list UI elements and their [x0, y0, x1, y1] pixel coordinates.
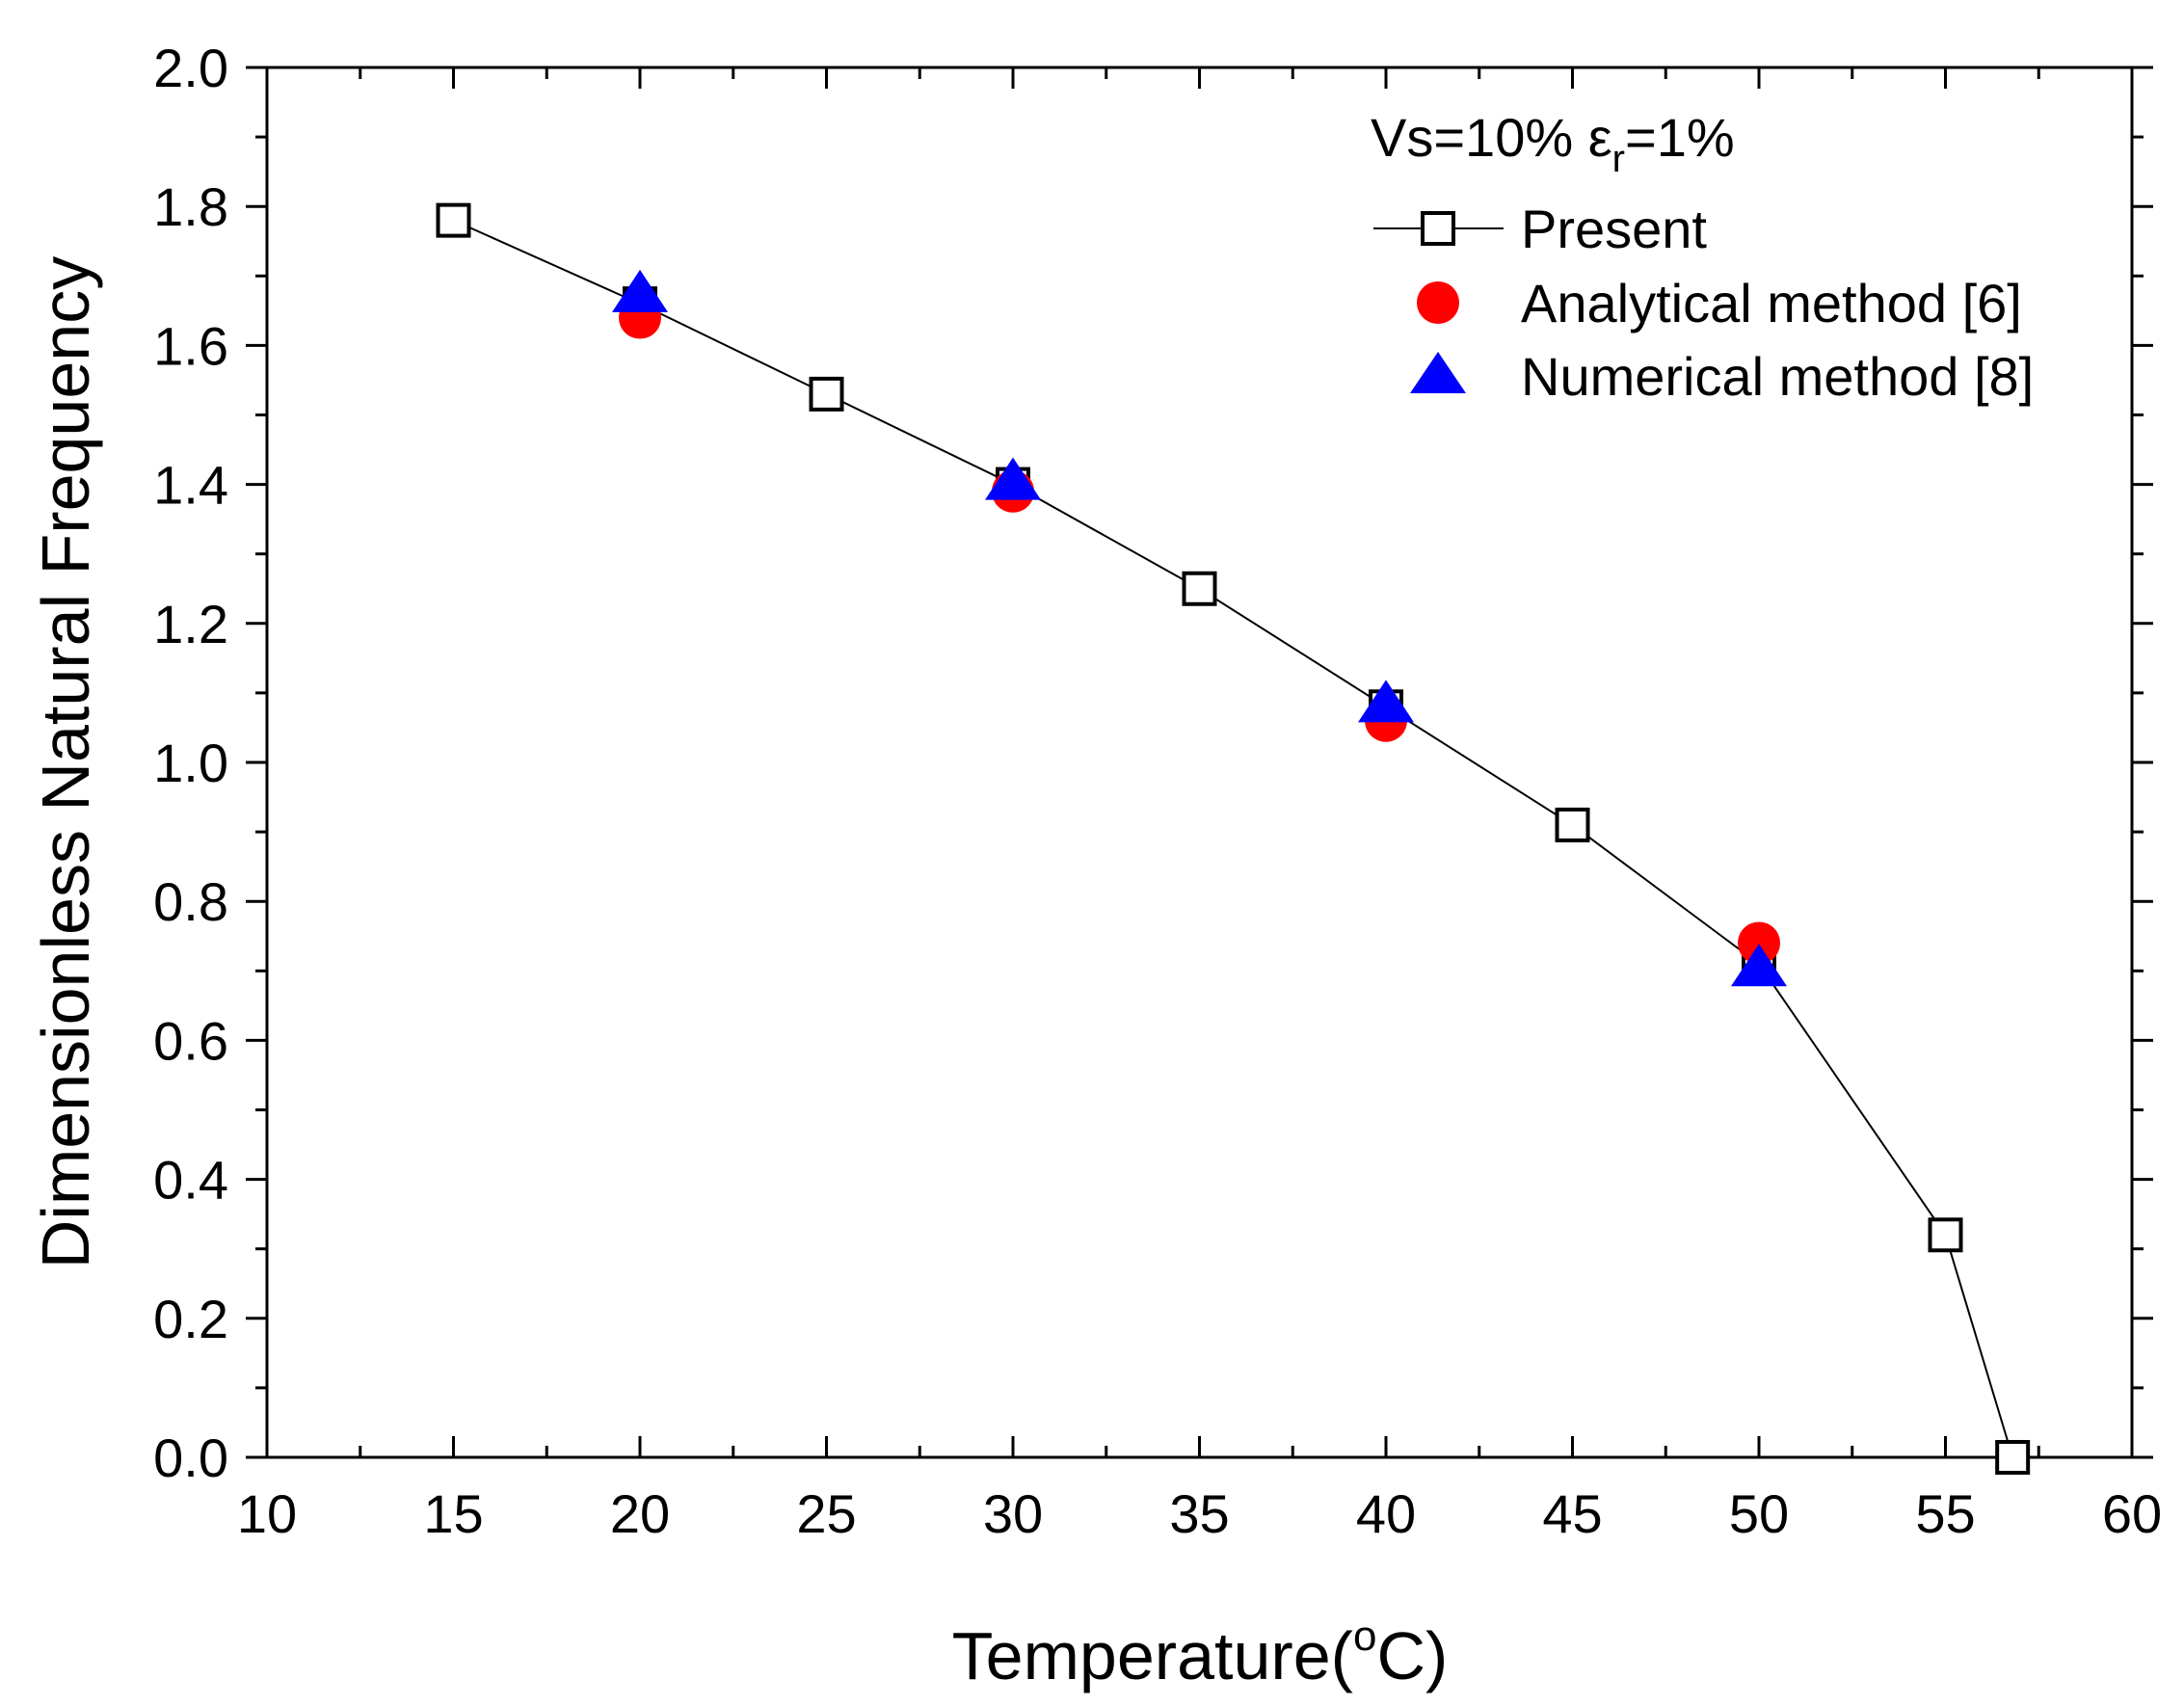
point-numerical: [1731, 944, 1787, 987]
y-tick-label: 1.6: [153, 315, 228, 376]
legend-marker-numerical: [1410, 352, 1466, 393]
legend-label-analytical: Analytical method [6]: [1521, 273, 2022, 333]
x-tick-label: 25: [796, 1483, 856, 1544]
x-tick-label: 10: [237, 1483, 297, 1544]
legend-label-present: Present: [1521, 199, 1707, 259]
legend-entry-present: Present: [1373, 199, 1707, 259]
legend-entry-numerical: Numerical method [8]: [1410, 346, 2034, 407]
point-present: [1995, 1440, 2031, 1475]
y-axis-ticks: 0.0 0.2 0.4 0.6 0.8 1.0 1.2 1.4 1.6 1.8 2.0: [153, 38, 2153, 1488]
x-axis-label-main: Temperature(: [952, 1618, 1353, 1693]
legend-marker-analytical: [1417, 281, 1459, 324]
y-tick-label: 0.8: [153, 871, 228, 932]
x-tick-label: 40: [1356, 1483, 1416, 1544]
x-tick-label: 35: [1169, 1483, 1229, 1544]
y-tick-label: 0.6: [153, 1010, 228, 1071]
x-axis-label-degree: o: [1353, 1613, 1376, 1660]
y-tick-label: 1.0: [153, 733, 228, 793]
point-present: [436, 202, 471, 238]
annotation-subscript: r: [1612, 138, 1625, 180]
y-tick-label: 1.8: [153, 176, 228, 237]
y-tick-label: 0.2: [153, 1289, 228, 1349]
annotation-epsilon: ε: [1588, 107, 1612, 168]
point-analytical: [1738, 921, 1780, 965]
point-present: [809, 376, 844, 412]
series-layer: [436, 202, 2031, 1475]
x-tick-label: 55: [1915, 1483, 1975, 1544]
point-numerical: [985, 457, 1041, 500]
x-tick-label: 30: [983, 1483, 1043, 1544]
point-present: [1182, 571, 1217, 606]
y-tick-label: 1.2: [153, 594, 228, 654]
x-axis-label: Temperature(oC): [952, 1613, 1449, 1693]
x-axis-ticks: 10 15 20 25 30 35 40 45 50 55 60: [237, 67, 2162, 1544]
x-tick-label: 60: [2102, 1483, 2162, 1544]
x-tick-label: 50: [1729, 1483, 1789, 1544]
legend-marker-present: [1421, 211, 1455, 246]
legend-entry-analytical: Analytical method [6]: [1417, 273, 2022, 333]
series-line-present: [453, 219, 2014, 1458]
point-numerical: [1358, 680, 1414, 723]
point-numerical: [612, 269, 668, 312]
annotation: Vs=10% εr=1%: [1371, 107, 1735, 180]
y-tick-label: 1.4: [153, 455, 228, 516]
y-tick-label: 2.0: [153, 38, 228, 98]
y-tick-label: 0.0: [153, 1427, 228, 1488]
point-present: [1928, 1217, 1963, 1253]
y-axis-label: Dimensionless Natural Frequency: [28, 256, 103, 1268]
x-tick-label: 15: [423, 1483, 483, 1544]
legend: Present Analytical method [6] Numerical …: [1373, 199, 2034, 407]
x-tick-label: 20: [610, 1483, 670, 1544]
annotation-part2: =1%: [1625, 107, 1735, 168]
legend-label-numerical: Numerical method [8]: [1521, 346, 2034, 407]
x-tick-label: 45: [1542, 1483, 1602, 1544]
point-present: [1555, 807, 1590, 842]
annotation-part1: Vs=10%: [1371, 107, 1588, 168]
y-tick-label: 0.4: [153, 1150, 228, 1211]
x-axis-label-end: C): [1376, 1618, 1448, 1693]
